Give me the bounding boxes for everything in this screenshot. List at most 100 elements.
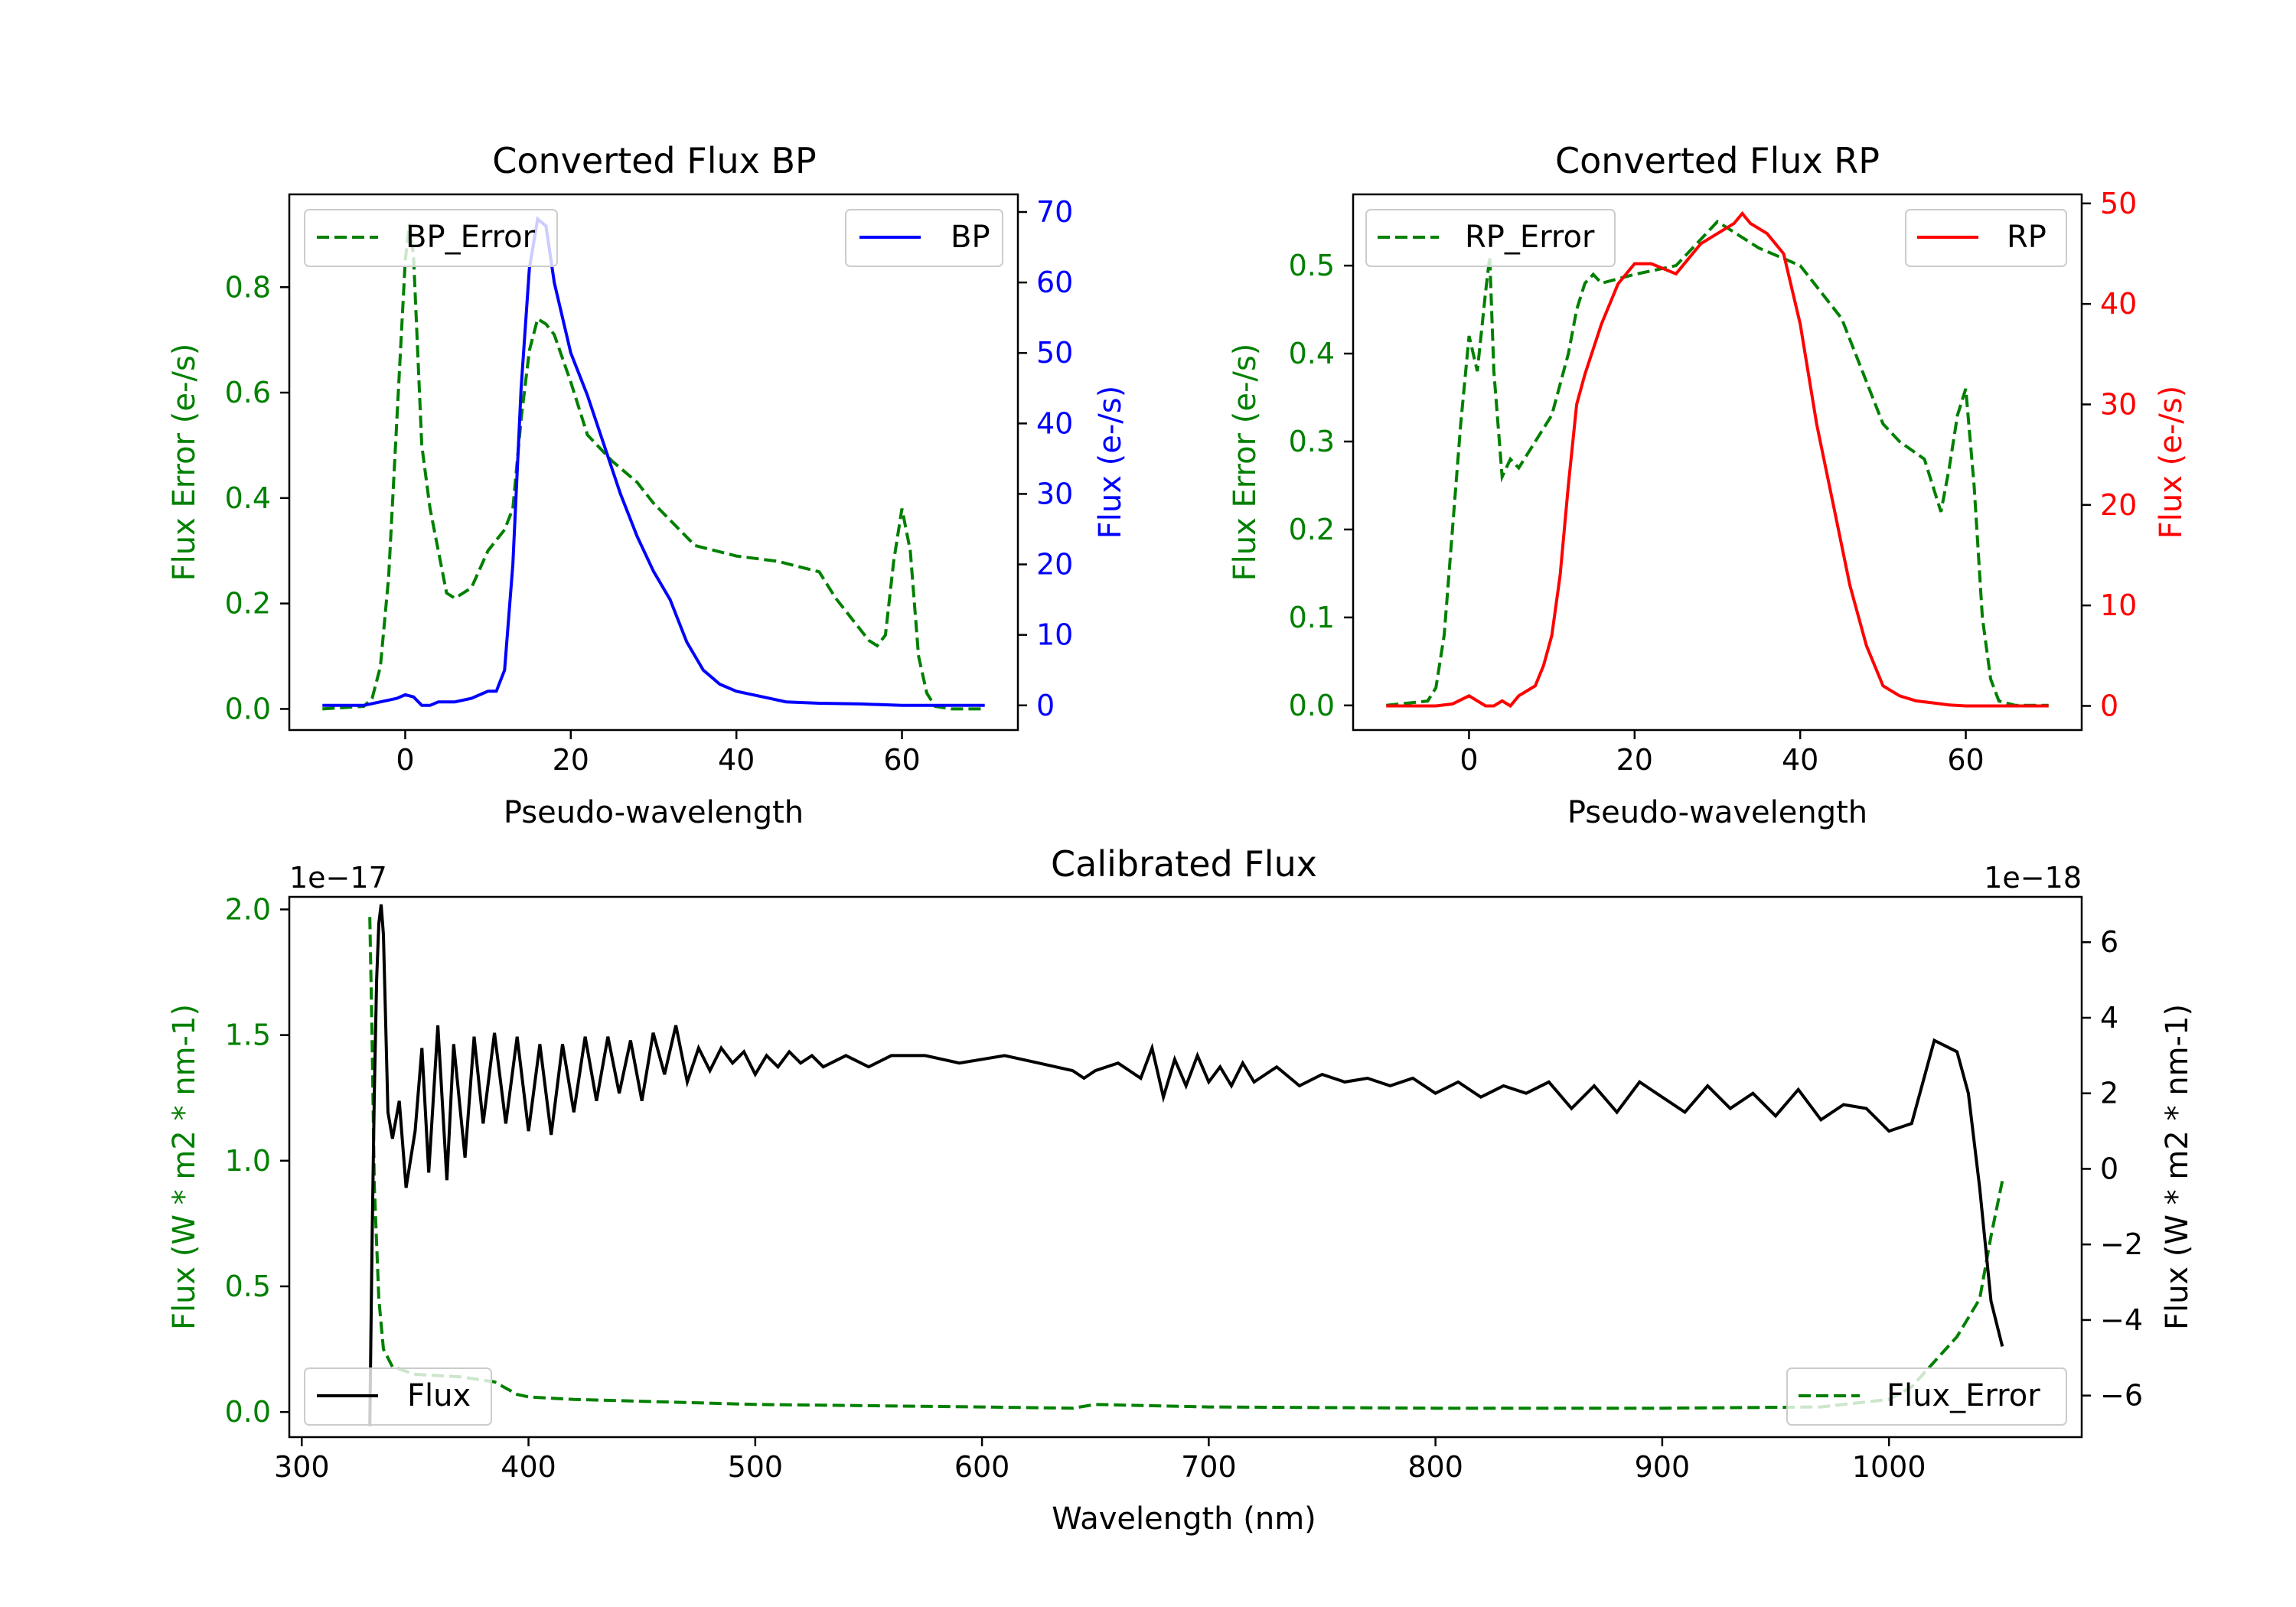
left-tick-label: 0.4 — [1289, 337, 1335, 370]
x-tick-label: 60 — [883, 743, 920, 777]
calibrated-error-line — [368, 917, 2004, 1410]
left-tick-label: 2.0 — [225, 892, 271, 926]
calibrated-panel: Calibrated Flux 300 400 500 600 700 800 900 100… — [167, 843, 2195, 1537]
rp-error-line — [1386, 220, 2049, 707]
right-tick-label: 20 — [2100, 488, 2137, 522]
calibrated-error-legend: Flux_Error — [1786, 1367, 2067, 1426]
left-tick-label: 0.8 — [225, 270, 271, 304]
calibrated-right-axis: −6 −4 −2 0 2 4 6 — [2082, 925, 2143, 1413]
bp-left-y-label: Flux Error (e-/s) — [167, 344, 202, 582]
right-tick-label: −2 — [2100, 1227, 2143, 1261]
calibrated-left-offset: 1e−17 — [289, 861, 387, 895]
left-tick-label: 0.2 — [225, 587, 271, 621]
rp-flux-line — [1386, 210, 2049, 709]
left-tick-label: 0.3 — [1289, 425, 1335, 458]
bp-title: Converted Flux BP — [492, 140, 817, 181]
right-tick-label: 40 — [2100, 287, 2137, 321]
calibrated-plot-frame — [288, 895, 2083, 1439]
rp-x-label: Pseudo-wavelength — [1567, 795, 1867, 830]
right-tick-label: 10 — [1036, 618, 1073, 652]
calibrated-flux-legend: Flux — [304, 1367, 492, 1426]
bp-left-axis: 0.0 0.2 0.4 0.6 0.8 — [225, 270, 289, 725]
rp-legend: RP — [1905, 209, 2067, 267]
calibrated-x-axis: 300 400 500 600 700 800 900 1000 — [274, 1437, 1926, 1484]
x-tick-label: 20 — [1616, 743, 1653, 777]
rp-panel: Converted Flux RP 0 20 40 60 0.0 0.1 0.2 0.3 0.… — [1228, 140, 2189, 830]
bp-panel: Converted Flux BP 0 20 40 60 0.00.20.40.60.… — [167, 140, 1128, 830]
right-tick-label: 2 — [2100, 1077, 2118, 1110]
right-tick-label: 0 — [1036, 689, 1055, 722]
left-tick-label: 0.5 — [1289, 249, 1335, 282]
right-tick-label: 50 — [2100, 187, 2137, 220]
right-tick-label: 0 — [2100, 689, 2118, 722]
calibrated-error-legend-label: Flux_Error — [1887, 1378, 2040, 1413]
calibrated-title: Calibrated Flux — [1051, 843, 1317, 885]
bp-x-label: Pseudo-wavelength — [504, 795, 804, 830]
x-tick-label: 0 — [1459, 743, 1478, 777]
calibrated-flux-legend-label: Flux — [407, 1378, 471, 1413]
left-tick-label: 0.6 — [225, 376, 271, 409]
bp-flux-line — [322, 216, 985, 707]
x-tick-label: 600 — [954, 1450, 1010, 1484]
bp-error-legend: BP_Error — [304, 209, 558, 267]
right-tick-label: 10 — [2100, 588, 2137, 622]
rp-x-axis: 0 20 40 60 — [1459, 730, 1985, 777]
left-tick-label: 1.5 — [225, 1019, 271, 1052]
calibrated-series-layer — [368, 904, 2004, 1426]
bp-error-legend-label: BP_Error — [406, 220, 536, 255]
right-tick-label: 60 — [1036, 266, 1073, 299]
x-tick-label: 1000 — [1852, 1450, 1926, 1484]
right-tick-label: 40 — [1036, 406, 1073, 440]
left-tick-label: 0.1 — [1289, 601, 1335, 634]
calibrated-left-y-label: Flux (W * m2 * nm-1) — [167, 1004, 202, 1330]
left-tick-label: 0.2 — [1289, 513, 1335, 546]
right-tick-label: 30 — [2100, 387, 2137, 421]
right-tick-label: 70 — [1036, 195, 1073, 229]
x-tick-label: 20 — [553, 743, 589, 777]
right-tick-label: −6 — [2100, 1379, 2143, 1413]
x-tick-label: 900 — [1635, 1450, 1691, 1484]
x-tick-label: 40 — [1782, 743, 1818, 777]
rp-right-y-label: Flux (e-/s) — [2154, 386, 2189, 539]
x-tick-label: 40 — [718, 743, 755, 777]
left-tick-label: 1.0 — [225, 1144, 271, 1178]
x-tick-label: 400 — [501, 1450, 556, 1484]
rp-error-legend-label: RP_Error — [1465, 220, 1595, 255]
rp-left-y-label: Flux Error (e-/s) — [1228, 344, 1263, 582]
bp-legend: BP — [845, 209, 1003, 267]
calibrated-flux-line — [368, 904, 2004, 1426]
left-tick-label: 0.5 — [225, 1270, 271, 1303]
right-tick-label: 20 — [1036, 548, 1073, 582]
calibrated-right-offset: 1e−18 — [1984, 861, 2082, 895]
rp-right-axis: 0 10 20 30 40 50 — [2082, 187, 2137, 722]
right-tick-label: 50 — [1036, 336, 1073, 370]
bp-legend-label: BP — [951, 220, 990, 255]
left-tick-label: 0.4 — [225, 481, 271, 515]
bp-right-axis: 0 10 20 30 40 50 60 70 — [1018, 195, 1073, 722]
rp-title: Converted Flux RP — [1555, 140, 1880, 181]
x-tick-label: 800 — [1407, 1450, 1463, 1484]
x-tick-label: 60 — [1947, 743, 1984, 777]
bp-right-y-label: Flux (e-/s) — [1093, 386, 1128, 539]
bp-series-layer — [322, 216, 985, 711]
right-tick-label: −4 — [2100, 1303, 2143, 1337]
x-tick-label: 700 — [1181, 1450, 1237, 1484]
rp-legend-label: RP — [2007, 220, 2047, 255]
bp-x-axis: 0 20 40 60 — [396, 730, 921, 777]
rp-error-legend: RP_Error — [1365, 209, 1616, 267]
x-tick-label: 0 — [396, 743, 414, 777]
bp-error-line — [322, 223, 985, 711]
rp-series-layer — [1386, 210, 2049, 709]
x-tick-label: 500 — [728, 1450, 784, 1484]
calibrated-left-axis: 0.0 0.5 1.0 1.5 2.0 — [225, 892, 289, 1429]
left-tick-label: 0.0 — [225, 692, 271, 725]
left-tick-label: 0.0 — [225, 1395, 271, 1429]
right-tick-label: 0 — [2100, 1152, 2118, 1185]
left-tick-label: 0.0 — [1289, 689, 1335, 722]
rp-plot-frame — [1352, 193, 2083, 732]
x-tick-label: 300 — [274, 1450, 330, 1484]
calibrated-right-y-label: Flux (W * m2 * nm-1) — [2160, 1004, 2195, 1330]
right-tick-label: 6 — [2100, 925, 2118, 959]
calibrated-x-label: Wavelength (nm) — [1052, 1501, 1316, 1537]
